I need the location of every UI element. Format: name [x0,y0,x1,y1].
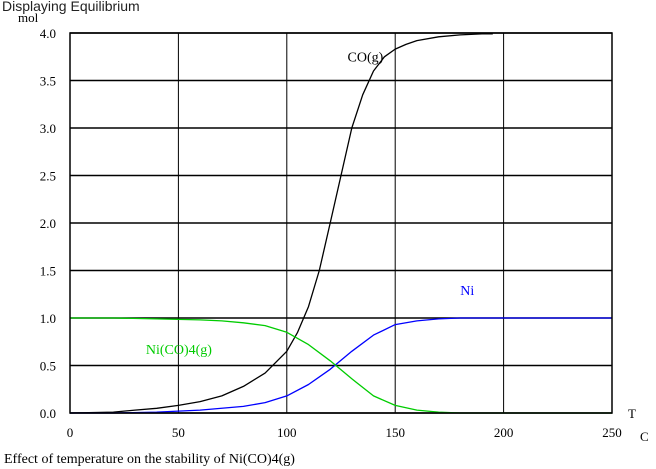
y-tick-labels: 0.0 0.5 1.0 1.5 2.0 2.5 3.0 3.5 4.0 [40,26,56,421]
x-tick-label: 150 [385,425,405,440]
chart-caption: Effect of temperature on the stability o… [4,452,295,467]
series-line-co-g [69,33,493,414]
x-tick-label: 200 [494,425,514,440]
y-tick-label: 2.0 [40,216,56,231]
x-tick-label: 100 [277,425,297,440]
series-label: Ni [460,284,474,299]
y-tick-label: 3.5 [40,74,56,89]
plot-frame [69,32,613,414]
y-tick-label: 1.5 [40,264,56,279]
y-tick-label: 0.0 [40,406,56,421]
series-line-ni [70,317,612,414]
y-tick-label: 4.0 [40,26,56,41]
x-tick-label: 0 [67,425,74,440]
y-tick-label: 3.0 [40,121,56,136]
x-tick-label: 50 [172,425,185,440]
y-tick-label: 1.0 [40,311,56,326]
series-label: Ni(CO)4(g) [146,343,212,358]
series-label: CO(g) [348,51,384,66]
y-tick-label: 0.5 [40,359,56,374]
x-tick-label: 250 [602,425,622,440]
x-axis-label: T [628,406,636,421]
y-tick-label: 2.5 [40,169,56,184]
series-labels: CO(g) Ni Ni(CO)4(g) [146,51,474,359]
x-tick-labels: 0 50 100 150 200 250 [67,425,622,440]
page-header: Displaying Equilibrium [2,0,140,14]
y-axis-label: mol [18,10,39,25]
x-axis-unit: C [640,429,649,444]
